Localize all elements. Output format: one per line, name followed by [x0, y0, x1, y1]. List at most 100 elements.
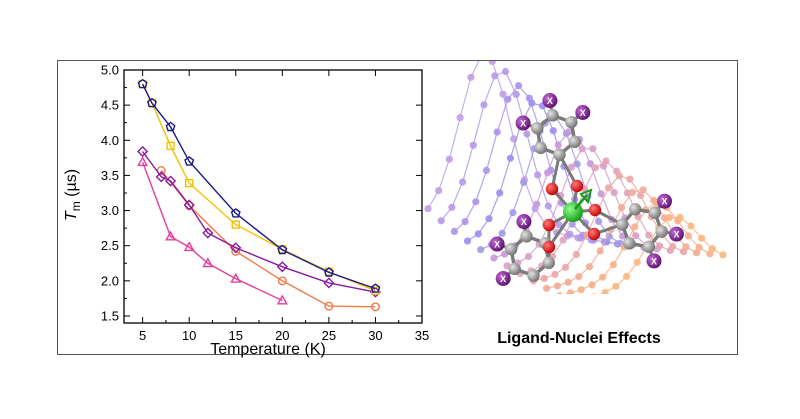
data-point [166, 141, 175, 151]
surface-point [684, 232, 693, 240]
carbon-atom [628, 203, 642, 216]
surface-point [544, 202, 552, 210]
surface-point [509, 209, 517, 217]
surface-point [656, 242, 664, 250]
chart-axes [123, 69, 423, 324]
surface-point [485, 215, 493, 223]
data-point [324, 301, 334, 311]
surface-point [604, 184, 613, 192]
oxygen-atom [542, 240, 556, 254]
halogen-atom [575, 105, 591, 121]
surface-point [515, 82, 523, 90]
surface-point [719, 251, 727, 259]
surface-point [472, 198, 480, 206]
surface-point [559, 236, 567, 244]
carbon-atom [648, 206, 662, 219]
surface-point [623, 272, 631, 281]
data-point [202, 257, 214, 268]
carbon-atom [542, 256, 555, 270]
carbon-atom [527, 269, 540, 282]
surface-point [435, 187, 443, 195]
data-series [137, 78, 381, 293]
data-point [137, 145, 149, 158]
surface-point [491, 72, 499, 80]
data-series [137, 145, 382, 298]
surface-point [501, 67, 510, 76]
plot-area-frame [123, 69, 423, 324]
halogen-atom [668, 226, 684, 242]
relaxation-surface [424, 61, 727, 306]
surface-point [596, 247, 604, 255]
data-point [184, 178, 194, 188]
halogen-atom [516, 214, 532, 230]
surface-point [445, 155, 453, 163]
surface-point [632, 232, 640, 240]
data-point [230, 242, 242, 254]
data-point [165, 230, 177, 241]
surface-point [477, 246, 485, 254]
data-point [323, 277, 335, 289]
surface-point [618, 204, 626, 212]
surface-point [566, 289, 575, 294]
data-point [137, 78, 148, 89]
surface-point [461, 218, 469, 226]
halogen-label: X [673, 230, 679, 240]
surface-point [533, 200, 541, 208]
surface-point [612, 282, 620, 290]
data-point [202, 227, 214, 239]
surface-point [506, 154, 514, 162]
surface-point [424, 205, 432, 213]
surface-point [628, 188, 637, 196]
data-point [184, 156, 195, 166]
y-tick-label: 1.5 [101, 308, 119, 323]
x-axis-label: Temperature (K) [210, 341, 326, 358]
data-point [183, 241, 195, 252]
surface-point [695, 243, 703, 252]
surface-point [488, 61, 496, 66]
surface-point [569, 299, 576, 306]
surface-point [578, 145, 586, 153]
y-axis-label-symbol: T [63, 210, 80, 221]
x-tick-label: 15 [229, 328, 243, 343]
surface-point [565, 128, 573, 136]
surface-point [575, 273, 583, 281]
surface-point [456, 114, 464, 122]
molecule: X X X X X X X X X [489, 93, 684, 286]
y-tick-label: 3.5 [101, 168, 119, 183]
temperature-chart: 5 10 15 20 25 30 35 1.5 2.0 2.5 3.0 3.5 4.0 4.5 5.0 Te… [63, 63, 429, 359]
data-point [137, 156, 149, 167]
surface-point [605, 232, 613, 240]
y-tick-label: 2.0 [101, 273, 119, 288]
surface-point [637, 191, 645, 199]
surface-point [633, 258, 641, 266]
surface-point [645, 231, 653, 239]
data-point [277, 276, 287, 286]
carbon-atom [508, 262, 521, 276]
surface-point [482, 166, 491, 174]
oxygen-atom [587, 227, 601, 241]
surface-point [601, 288, 609, 294]
surface-point [577, 286, 585, 294]
surface-point [602, 157, 610, 165]
halogen-atom [495, 270, 511, 286]
surface-point [708, 245, 716, 253]
halogen-label: X [661, 197, 667, 207]
surface-point [520, 178, 528, 186]
halogen-label: X [494, 240, 500, 250]
surface-point [615, 172, 623, 180]
surface-point [676, 213, 684, 221]
carbon-atom [553, 148, 566, 161]
data-point [164, 175, 177, 187]
x-tick-label: 10 [182, 328, 196, 343]
surface-point [499, 90, 507, 98]
surface-point [528, 99, 536, 107]
surface-point [595, 217, 603, 225]
x-tick-label: 30 [368, 328, 382, 343]
data-point [277, 244, 288, 255]
y-tick-label: 5.0 [101, 63, 119, 78]
halogen-label: X [651, 256, 657, 266]
x-tick-label: 25 [322, 328, 336, 343]
oxygen-atom [542, 218, 556, 232]
carbon-atom [642, 240, 656, 253]
